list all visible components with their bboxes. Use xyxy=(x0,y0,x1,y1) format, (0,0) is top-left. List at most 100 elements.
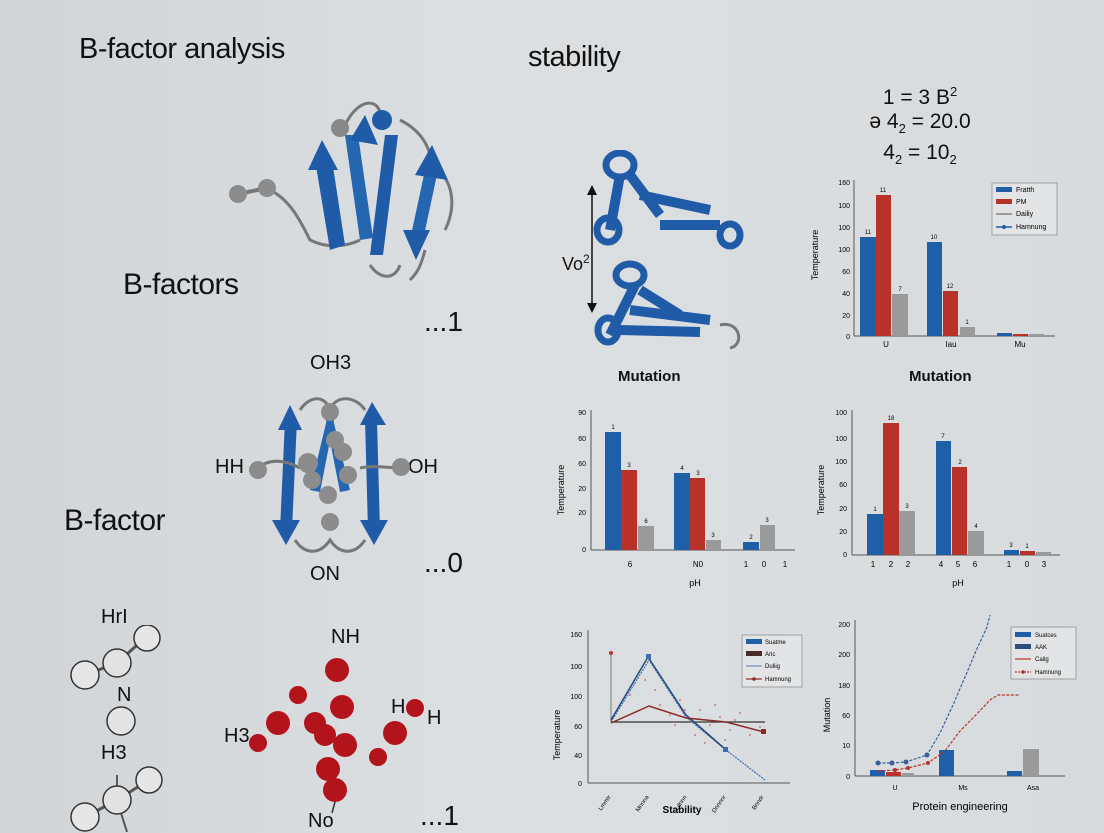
svg-text:Dnnnnr: Dnnnnr xyxy=(711,795,727,815)
svg-text:12: 12 xyxy=(947,284,954,290)
svg-text:18: 18 xyxy=(888,416,895,422)
svg-text:6: 6 xyxy=(628,560,633,569)
svg-text:20: 20 xyxy=(839,529,847,536)
caption-mutation-left: Mutation xyxy=(618,368,681,385)
svg-text:Ms: Ms xyxy=(958,785,968,792)
label-h3-small: H3 xyxy=(101,742,127,764)
label-on: ON xyxy=(310,563,340,585)
svg-text:1: 1 xyxy=(1007,560,1012,569)
svg-text:1: 1 xyxy=(965,320,969,326)
svg-text:20: 20 xyxy=(839,506,847,513)
heading-b-factors: B-factors xyxy=(123,268,239,301)
svg-text:Bnndr: Bnndr xyxy=(752,795,766,812)
svg-text:Temperature: Temperature xyxy=(556,465,566,516)
heading-b-factor-analysis: B-factor analysis xyxy=(79,33,285,65)
svg-text:3: 3 xyxy=(711,533,715,539)
svg-text:1: 1 xyxy=(1025,544,1029,550)
ellipsis-label-bottom: ...1 xyxy=(420,800,459,831)
svg-text:2: 2 xyxy=(889,560,894,569)
label-h-right-1: H xyxy=(391,696,406,718)
svg-text:Duliig: Duliig xyxy=(765,664,780,670)
svg-text:1: 1 xyxy=(871,560,876,569)
svg-text:40: 40 xyxy=(842,291,850,298)
svg-text:4: 4 xyxy=(974,524,978,530)
svg-text:N0: N0 xyxy=(693,560,704,569)
svg-text:100: 100 xyxy=(570,694,582,701)
svg-text:PM: PM xyxy=(1016,199,1027,206)
svg-text:60: 60 xyxy=(578,461,586,468)
svg-text:10: 10 xyxy=(931,235,938,241)
svg-text:2: 2 xyxy=(906,560,911,569)
svg-text:U: U xyxy=(892,785,897,792)
svg-text:1: 1 xyxy=(611,425,615,431)
svg-text:40: 40 xyxy=(574,753,582,760)
label-nh: NH xyxy=(331,626,360,648)
svg-text:0: 0 xyxy=(762,560,767,569)
svg-text:200: 200 xyxy=(838,652,850,659)
svg-text:Temperature: Temperature xyxy=(810,230,820,281)
label-hri: HrI xyxy=(101,606,128,628)
label-n: N xyxy=(117,684,132,706)
svg-text:3: 3 xyxy=(905,504,909,510)
svg-text:0: 0 xyxy=(1025,560,1030,569)
svg-text:3: 3 xyxy=(627,463,631,469)
svg-text:0: 0 xyxy=(843,552,847,559)
svg-text:100: 100 xyxy=(570,664,582,671)
svg-text:60: 60 xyxy=(574,724,582,731)
svg-text:Aric: Aric xyxy=(765,652,775,658)
svg-text:Lmmtr: Lmmtr xyxy=(598,795,613,812)
svg-text:90: 90 xyxy=(578,410,586,417)
svg-text:4: 4 xyxy=(939,560,944,569)
beta-sheet-protein-diagram xyxy=(229,101,454,282)
label-no: No xyxy=(308,810,334,832)
svg-text:160: 160 xyxy=(570,632,582,639)
svg-text:4: 4 xyxy=(680,466,684,472)
svg-text:Hamnung: Hamnung xyxy=(1035,670,1061,676)
label-h-right-2: H xyxy=(427,707,442,729)
heading-b-factor: B-factor xyxy=(64,504,166,537)
svg-text:60: 60 xyxy=(842,269,850,276)
svg-text:6: 6 xyxy=(973,560,978,569)
svg-text:11: 11 xyxy=(865,230,872,236)
svg-text:5: 5 xyxy=(956,560,961,569)
svg-text:0: 0 xyxy=(846,774,850,781)
svg-text:6: 6 xyxy=(644,519,648,525)
svg-text:pH: pH xyxy=(952,578,964,588)
svg-text:Dailiy: Dailiy xyxy=(1016,211,1034,218)
svg-text:Stability: Stability xyxy=(663,805,702,816)
heading-stability: stability xyxy=(528,41,621,73)
svg-text:Hamnung: Hamnung xyxy=(765,677,791,683)
equation-line-2: ə 42 = 20.0 xyxy=(869,110,971,137)
svg-text:60: 60 xyxy=(839,482,847,489)
svg-text:20: 20 xyxy=(578,486,586,493)
equation-line-3: 42 = 102 xyxy=(883,141,957,168)
svg-text:2: 2 xyxy=(958,460,962,466)
svg-text:160: 160 xyxy=(838,180,850,187)
svg-text:0: 0 xyxy=(846,334,850,341)
svg-text:100: 100 xyxy=(835,459,847,466)
beta-barrel-diagram xyxy=(249,397,410,553)
svg-text:Hamnung: Hamnung xyxy=(1016,224,1046,231)
ellipsis-label-0: ...0 xyxy=(424,547,463,578)
equation-line-1: 1 = 3 B2 xyxy=(882,84,958,109)
label-oh3: OH3 xyxy=(310,352,352,374)
protein-engineering-chart: Mutation 200 200 180 60 10 0 U Ms Asa Protein … xyxy=(822,614,1077,813)
svg-text:3: 3 xyxy=(696,471,700,477)
svg-text:100: 100 xyxy=(835,436,847,443)
svg-text:Iau: Iau xyxy=(945,340,956,349)
svg-text:100: 100 xyxy=(838,225,850,232)
svg-text:0: 0 xyxy=(578,781,582,788)
svg-text:100: 100 xyxy=(838,203,850,210)
svg-text:Mu: Mu xyxy=(1014,340,1025,349)
label-hh: HH xyxy=(215,456,244,478)
label-vo2: Vo2 xyxy=(562,252,590,274)
svg-text:20: 20 xyxy=(842,313,850,320)
svg-text:Suatces: Suatces xyxy=(1035,633,1057,639)
svg-text:10: 10 xyxy=(842,743,850,750)
svg-text:7: 7 xyxy=(898,287,902,293)
equation-block: 1 = 3 B2 ə 42 = 20.0 42 = 102 xyxy=(830,80,1010,172)
